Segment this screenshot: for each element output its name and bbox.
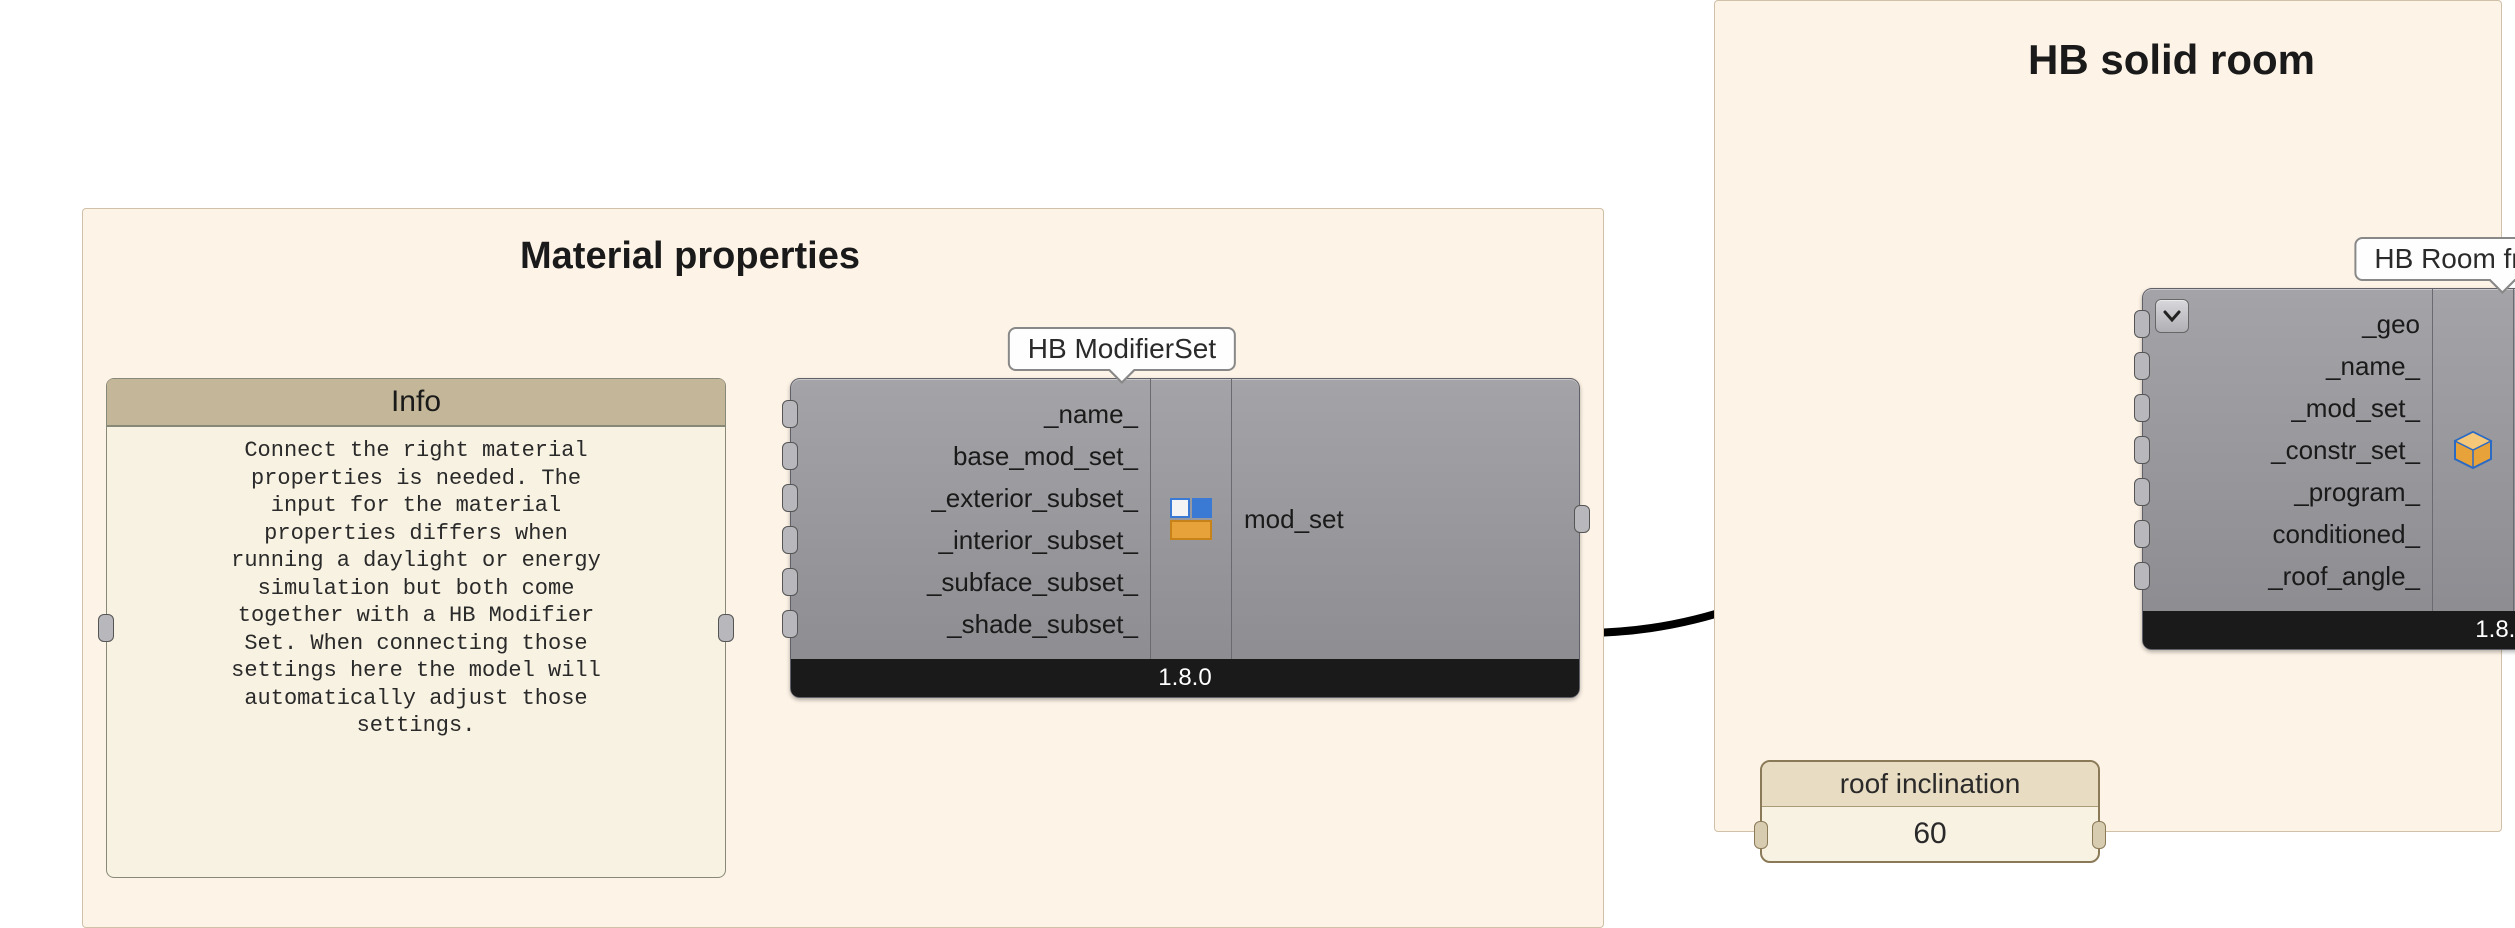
modifierset-icon-area — [1151, 379, 1231, 659]
room-icon-area — [2433, 289, 2513, 611]
input-mod-set[interactable]: _mod_set_ — [2143, 387, 2432, 429]
port-label: _interior_subset_ — [939, 525, 1138, 556]
input-interior-subset[interactable]: _interior_subset_ — [791, 519, 1150, 561]
modifierset-outputs: mod_set — [1231, 379, 1581, 659]
input-geo[interactable]: _geo — [2143, 303, 2432, 345]
port-grip[interactable] — [2134, 310, 2150, 338]
room-solid-icon — [2451, 428, 2495, 472]
input-constr-set[interactable]: _constr_set_ — [2143, 429, 2432, 471]
port-label: _exterior_subset_ — [931, 483, 1138, 514]
port-label: _program_ — [2294, 477, 2420, 508]
port-label: _roof_angle_ — [2268, 561, 2420, 592]
port-label: conditioned_ — [2273, 519, 2420, 550]
group-material-title: Material properties — [520, 235, 860, 278]
port-label: _geo — [2362, 309, 2420, 340]
port-grip[interactable] — [2134, 562, 2150, 590]
port-grip[interactable] — [782, 568, 798, 596]
modifierset-label: HB ModifierSet — [1008, 327, 1236, 371]
grasshopper-canvas[interactable]: Material properties HB solid room Info C… — [0, 0, 2515, 832]
info-output-grip[interactable] — [718, 614, 734, 642]
hb-room-solid-component[interactable]: HB Room from Solid _geo _name_ _mod_set_… — [2142, 288, 2515, 650]
input-name[interactable]: _name_ — [2143, 345, 2432, 387]
info-input-grip[interactable] — [98, 614, 114, 642]
roof-inclination-value[interactable]: 60 — [1762, 807, 2098, 861]
port-grip[interactable] — [2134, 478, 2150, 506]
port-label: base_mod_set_ — [953, 441, 1138, 472]
modifierset-version: 1.8.0 — [791, 659, 1579, 697]
port-label: _mod_set_ — [2291, 393, 2420, 424]
roof-param-output-grip[interactable] — [2092, 821, 2106, 849]
input-subface-subset[interactable]: _subface_subset_ — [791, 561, 1150, 603]
port-grip[interactable] — [782, 526, 798, 554]
info-panel-title: Info — [107, 379, 725, 427]
info-panel-body: Connect the right material properties is… — [107, 427, 725, 750]
modifier-set-icon — [1169, 497, 1213, 541]
room-version: 1.8.0 — [2143, 611, 2515, 649]
input-exterior-subset[interactable]: _exterior_subset_ — [791, 477, 1150, 519]
hb-modifierset-component[interactable]: HB ModifierSet _name_ base_mod_set_ _ext… — [790, 378, 1580, 698]
input-shade-subset[interactable]: _shade_subset_ — [791, 603, 1150, 645]
port-grip[interactable] — [782, 442, 798, 470]
port-label: _name_ — [1044, 399, 1138, 430]
info-panel[interactable]: Info Connect the right material properti… — [106, 378, 726, 878]
port-grip[interactable] — [2134, 436, 2150, 464]
port-label: _shade_subset_ — [947, 609, 1138, 640]
input-base-mod-set[interactable]: base_mod_set_ — [791, 435, 1150, 477]
input-conditioned[interactable]: conditioned_ — [2143, 513, 2432, 555]
roof-param-input-grip[interactable] — [1754, 821, 1768, 849]
group-solid-room-title: HB solid room — [2028, 36, 2315, 84]
port-grip[interactable] — [782, 484, 798, 512]
input-name[interactable]: _name_ — [791, 393, 1150, 435]
room-solid-label: HB Room from Solid — [2354, 237, 2515, 281]
input-roof-angle[interactable]: _roof_angle_ — [2143, 555, 2432, 597]
port-label: _name_ — [2326, 351, 2420, 382]
port-grip[interactable] — [1574, 505, 1590, 533]
port-grip[interactable] — [782, 610, 798, 638]
port-label: _subface_subset_ — [927, 567, 1138, 598]
room-inputs: _geo _name_ _mod_set_ _constr_set_ _prog… — [2143, 289, 2433, 611]
port-grip[interactable] — [2134, 394, 2150, 422]
output-mod-set[interactable]: mod_set — [1232, 498, 1581, 540]
port-grip[interactable] — [782, 400, 798, 428]
input-program[interactable]: _program_ — [2143, 471, 2432, 513]
port-grip[interactable] — [2134, 520, 2150, 548]
port-grip[interactable] — [2134, 352, 2150, 380]
port-label: mod_set — [1244, 504, 1344, 535]
modifierset-inputs: _name_ base_mod_set_ _exterior_subset_ _… — [791, 379, 1151, 659]
port-label: _constr_set_ — [2271, 435, 2420, 466]
roof-inclination-param[interactable]: roof inclination 60 — [1760, 760, 2100, 863]
roof-inclination-label: roof inclination — [1762, 762, 2098, 807]
